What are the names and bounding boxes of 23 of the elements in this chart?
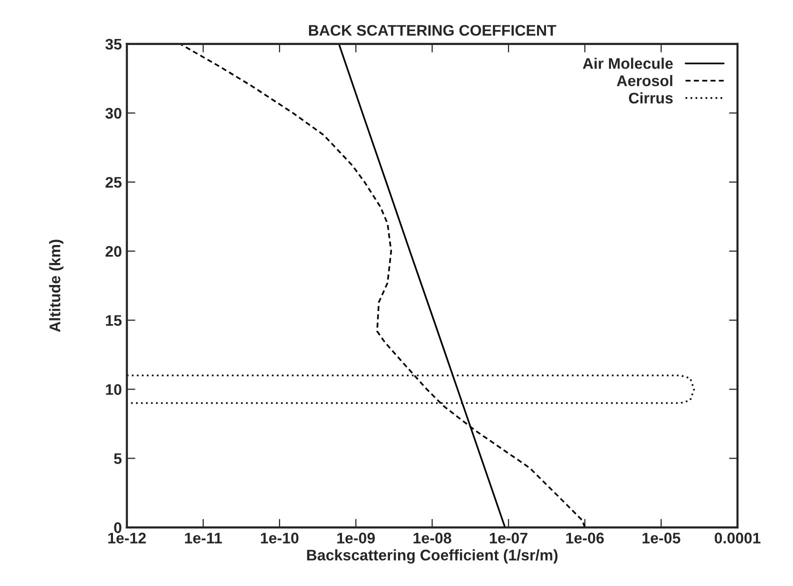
x-tick-label: 1e-09 xyxy=(337,532,375,544)
y-tick-label: 20 xyxy=(106,246,122,257)
y-tick-label: 5 xyxy=(114,453,122,464)
x-tick-label: 1e-08 xyxy=(414,532,452,544)
y-tick-label: 15 xyxy=(106,315,122,326)
y-tick-label: 10 xyxy=(106,384,122,395)
y-tick-label: 0 xyxy=(114,522,122,534)
legend-label: Air Molecule xyxy=(582,58,673,69)
legend-label: Aerosol xyxy=(616,74,672,86)
y-tick-label: 30 xyxy=(105,108,122,119)
x-tick-label: 1e-10 xyxy=(260,532,298,544)
x-tick-label: 1e-05 xyxy=(642,532,680,544)
x-tick-label: 1e-06 xyxy=(566,532,604,544)
y-tick-label: 35 xyxy=(105,38,122,50)
chart-title: BACK SCATTERING COEFFICENT xyxy=(309,24,556,36)
x-tick-label: 1e-11 xyxy=(185,532,222,544)
y-tick-label: 25 xyxy=(106,176,122,188)
y-axis-title: Altitude (km) xyxy=(49,240,64,332)
x-tick-label: 1e-07 xyxy=(490,532,528,544)
x-tick-label: 0.0001 xyxy=(714,532,760,544)
legend-label: Cirrus xyxy=(628,92,673,104)
x-tick-label: 1e-12 xyxy=(108,532,146,544)
x-axis-title: Backscattering Coefficient (1/sr/m) xyxy=(307,549,558,564)
